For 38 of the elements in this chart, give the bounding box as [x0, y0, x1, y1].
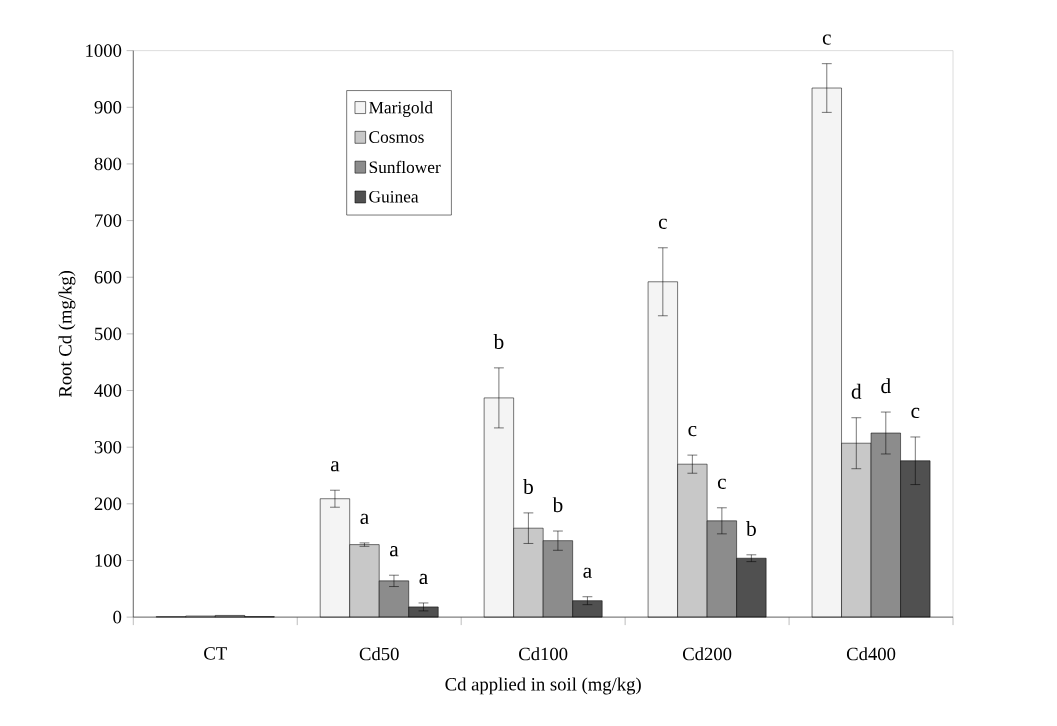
- legend-label: Marigold: [369, 101, 433, 117]
- annotation: b: [746, 520, 756, 536]
- annotation: a: [330, 460, 340, 472]
- x-tick-label: Cd200: [683, 646, 732, 661]
- y-tick-label: 0: [113, 610, 122, 624]
- annotation: d: [851, 383, 862, 399]
- y-tick-label: 200: [94, 497, 122, 510]
- annotation: c: [911, 407, 920, 418]
- y-tick-label: 900: [94, 100, 122, 114]
- y-axis-title: Root Cd (mg/kg): [58, 270, 76, 397]
- annotation: a: [419, 573, 428, 584]
- annotation: b: [552, 496, 563, 512]
- annotation: b: [493, 333, 504, 349]
- x-tick-label: Cd400: [846, 646, 896, 661]
- y-tick-label: 1000: [86, 44, 122, 57]
- y-tick-label: 100: [95, 553, 122, 567]
- y-tick-label: 700: [95, 214, 122, 227]
- annotation: d: [881, 377, 891, 393]
- annotation: a: [583, 567, 592, 578]
- x-tick-label: Cd50: [359, 646, 399, 661]
- legend-label: Guinea: [369, 190, 419, 203]
- x-tick-label: CT: [204, 646, 227, 660]
- annotation: c: [658, 218, 667, 229]
- y-tick-label: 600: [94, 270, 122, 284]
- annotation: c: [688, 425, 697, 437]
- y-tick-label: 500: [95, 327, 122, 340]
- annotation: c: [717, 478, 726, 489]
- y-tick-label: 400: [94, 384, 122, 397]
- y-tick-label: 300: [94, 440, 122, 454]
- annotation: a: [389, 545, 399, 557]
- annotation: a: [360, 513, 369, 524]
- x-axis-title: Cd applied in soil (mg/kg): [445, 677, 641, 695]
- text: c: [822, 34, 831, 45]
- y-tick-label: 800: [94, 157, 122, 171]
- legend-label: Cosmos: [369, 131, 424, 143]
- x-tick-label: Cd100: [519, 646, 568, 661]
- legend-label: Sunflower: [369, 160, 441, 173]
- annotation: b: [523, 478, 533, 494]
